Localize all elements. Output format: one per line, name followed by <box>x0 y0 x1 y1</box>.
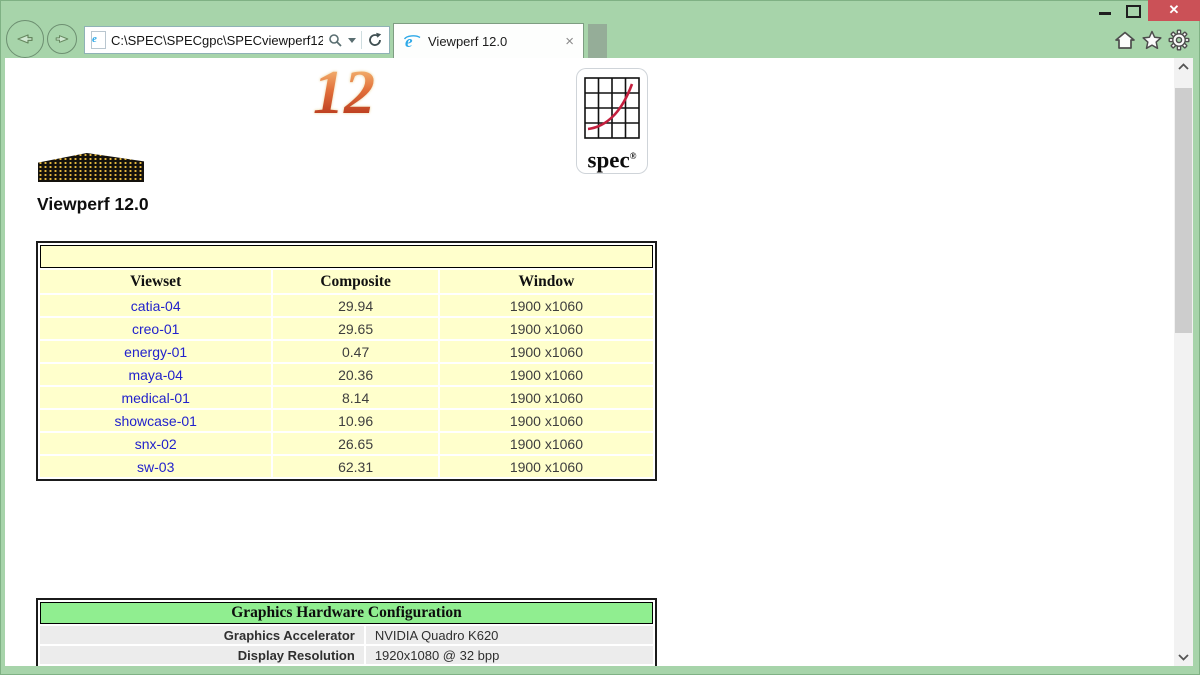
banner-product-title: SPECviewperf® <box>49 74 278 113</box>
address-bar[interactable]: e C:\SPEC\SPECgpc\SPECviewperf12\results… <box>84 26 390 54</box>
viewset-link[interactable]: energy-01 <box>124 343 188 360</box>
chevron-up-icon <box>1178 63 1189 70</box>
tab-viewperf[interactable]: e Viewperf 12.0 × <box>393 23 584 58</box>
scrollbar-thumb[interactable] <box>1175 88 1192 333</box>
refresh-icon[interactable] <box>367 32 383 48</box>
minimize-button[interactable] <box>1099 12 1111 15</box>
window-value: 1900 x1060 <box>439 295 653 316</box>
favorites-button[interactable] <box>1140 28 1164 52</box>
page-content: SPECviewperf® 12 www.spec.org/gwpg/ © 20… <box>5 58 1174 666</box>
table-row: showcase-01 10.96 1900 x1060 <box>40 410 653 431</box>
config-label: Display Resolution <box>40 646 364 664</box>
page-favicon-icon: e <box>91 31 106 49</box>
viewset-link[interactable]: sw-03 <box>137 458 175 475</box>
tab-title: Viewperf 12.0 <box>428 33 508 49</box>
viewset-cell: creo-01 <box>40 318 272 339</box>
table-row: snx-02 26.65 1900 x1060 <box>40 433 653 454</box>
results-table: Viewset Composite Window catia-04 29.94 19… <box>36 241 657 481</box>
viewset-link[interactable]: showcase-01 <box>114 412 197 429</box>
config-value: 1920x1080 @ 32 bpp <box>365 646 653 664</box>
close-button[interactable]: ✕ <box>1148 0 1200 21</box>
viewset-cell: energy-01 <box>40 341 272 362</box>
yellow-strip <box>40 245 653 268</box>
config-value: NVIDIA Quadro K620 <box>365 626 653 644</box>
viewset-cell: snx-02 <box>40 433 272 454</box>
composite-value: 10.96 <box>273 410 438 431</box>
window-value: 1900 x1060 <box>439 364 653 385</box>
banner-copyright: © 2011 Standard Performance Evaluation C… <box>50 144 395 159</box>
window-value: 1900 x1060 <box>439 318 653 339</box>
svg-text:e: e <box>405 32 413 50</box>
forward-button[interactable] <box>47 24 77 54</box>
address-dropdown-icon[interactable] <box>348 37 356 43</box>
composite-value: 20.36 <box>273 364 438 385</box>
chevron-down-icon <box>1178 654 1189 661</box>
viewset-cell: showcase-01 <box>40 410 272 431</box>
config-table: Graphics Hardware Configuration Graphics… <box>36 598 657 666</box>
ie-logo-icon: e <box>403 32 421 50</box>
tab-close-icon[interactable]: × <box>565 32 574 50</box>
config-row: Graphics Accelerator NVIDIA Quadro K620 <box>40 626 653 644</box>
viewset-link[interactable]: creo-01 <box>131 320 180 337</box>
table-row: medical-01 8.14 1900 x1060 <box>40 387 653 408</box>
composite-value: 29.65 <box>273 318 438 339</box>
viewset-link[interactable]: catia-04 <box>130 297 181 314</box>
table-row: energy-01 0.47 1900 x1060 <box>40 341 653 362</box>
table-row: sw-03 62.31 1900 x1060 <box>40 456 653 477</box>
new-tab-button[interactable] <box>588 24 607 58</box>
address-divider <box>361 31 362 49</box>
forward-arrow-icon <box>55 35 69 43</box>
address-text[interactable]: C:\SPEC\SPECgpc\SPECviewperf12\results_ <box>111 32 323 48</box>
spec-grid-curve-icon <box>584 77 640 139</box>
window-value: 1900 x1060 <box>439 410 653 431</box>
viewset-cell: maya-04 <box>40 364 272 385</box>
composite-value: 0.47 <box>273 341 438 362</box>
back-arrow-icon <box>17 34 33 44</box>
table-row: creo-01 29.65 1900 x1060 <box>40 318 653 339</box>
window-value: 1900 x1060 <box>439 433 653 454</box>
viewset-link[interactable]: snx-02 <box>134 435 177 452</box>
window-value: 1900 x1060 <box>439 341 653 362</box>
config-header-row: Graphics Hardware Configuration <box>40 602 653 624</box>
spec-logo-text: spec® <box>587 147 637 173</box>
scroll-down-button[interactable] <box>1174 649 1193 666</box>
column-header-window: Window <box>439 270 653 293</box>
star-icon <box>1142 30 1162 50</box>
home-button[interactable] <box>1113 28 1137 52</box>
config-table-title: Graphics Hardware Configuration <box>40 602 653 624</box>
config-row: Display Resolution 1920x1080 @ 32 bpp <box>40 646 653 664</box>
viewset-cell: catia-04 <box>40 295 272 316</box>
window-value: 1900 x1060 <box>439 387 653 408</box>
settings-button[interactable] <box>1167 28 1191 52</box>
window-value: 1900 x1060 <box>439 456 653 477</box>
table-row: catia-04 29.94 1900 x1060 <box>40 295 653 316</box>
composite-value: 26.65 <box>273 433 438 454</box>
maximize-button[interactable] <box>1126 5 1141 18</box>
home-icon <box>1115 31 1135 49</box>
page-title: Viewperf 12.0 <box>37 194 149 214</box>
viewset-cell: sw-03 <box>40 456 272 477</box>
viewset-link[interactable]: medical-01 <box>121 389 190 406</box>
config-label: Graphics Accelerator <box>40 626 364 644</box>
back-button[interactable] <box>6 20 44 58</box>
composite-value: 8.14 <box>273 387 438 408</box>
scroll-up-button[interactable] <box>1174 58 1193 75</box>
viewset-cell: medical-01 <box>40 387 272 408</box>
banner-version: 12 <box>313 62 375 127</box>
composite-value: 29.94 <box>273 295 438 316</box>
specviewperf-banner: SPECviewperf® 12 www.spec.org/gwpg/ © 20… <box>36 62 656 182</box>
search-icon[interactable] <box>328 33 343 48</box>
column-header-viewset: Viewset <box>40 270 272 293</box>
banner-site-url: www.spec.org/gwpg/ <box>50 125 189 141</box>
spec-logo: spec® <box>577 69 647 173</box>
results-header-row: Viewset Composite Window <box>40 270 653 293</box>
table-row: maya-04 20.36 1900 x1060 <box>40 364 653 385</box>
yellow-strip-row <box>40 245 653 268</box>
vertical-scrollbar[interactable] <box>1174 58 1193 666</box>
gear-icon <box>1168 29 1190 51</box>
viewset-link[interactable]: maya-04 <box>128 366 183 383</box>
column-header-composite: Composite <box>273 270 438 293</box>
composite-value: 62.31 <box>273 456 438 477</box>
